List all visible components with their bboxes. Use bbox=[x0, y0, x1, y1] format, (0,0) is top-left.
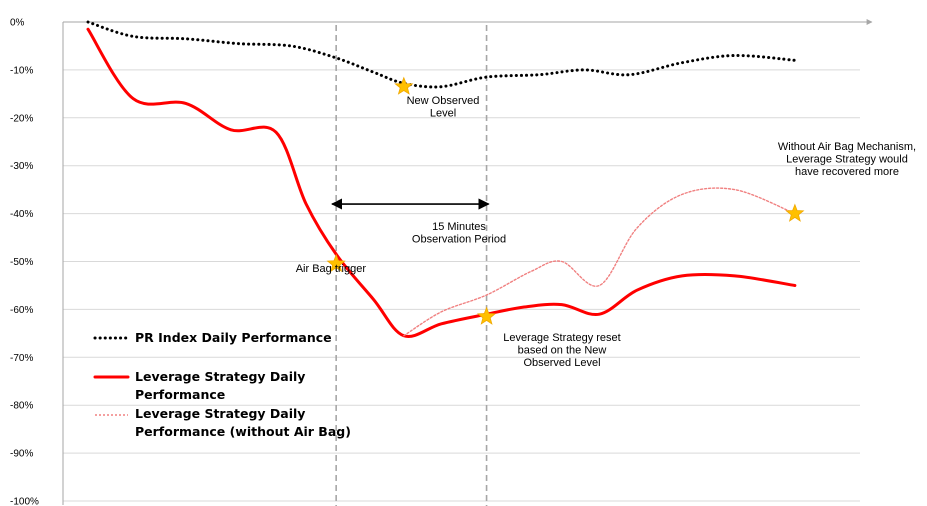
axes bbox=[62, 19, 873, 505]
star-markers bbox=[326, 76, 805, 325]
y-tick-label: -80% bbox=[10, 401, 33, 412]
series-line-leverage-strategy-daily-performance bbox=[86, 27, 797, 338]
legend: PR Index Daily Performance Leverage Strat… bbox=[93, 330, 351, 439]
star-marker-without-air-bag-mechanism bbox=[785, 203, 805, 222]
legend-item: PR Index Daily Performance bbox=[93, 330, 332, 345]
annotations: New Observed Level 15 Minutes Observation P… bbox=[296, 95, 916, 369]
y-tick-label: -50% bbox=[10, 257, 33, 268]
y-tick-label: -70% bbox=[10, 353, 33, 364]
y-tick-label: -30% bbox=[10, 161, 33, 172]
y-tick-label: -40% bbox=[10, 209, 33, 220]
y-tick-label: -100% bbox=[10, 497, 39, 506]
legend-label: Leverage Strategy Daily Performance bbox=[135, 369, 305, 402]
annotation-observation-period: 15 Minutes Observation Period bbox=[412, 221, 506, 246]
legend-item: Leverage Strategy Daily Performance (with… bbox=[95, 406, 351, 439]
star-marker-leverage-strategy-reset-based-on-the-new-observed-level bbox=[476, 306, 497, 325]
series-lines bbox=[86, 20, 797, 338]
annotation-without-air-bag: Without Air Bag Mechanism, Leverage Strat… bbox=[778, 141, 916, 178]
y-axis-tick-labels: 0% -10% -20% -30% -40% -50% -60% -70% -80% -90% -1… bbox=[10, 18, 39, 506]
series-line-pr-index-daily-performance bbox=[86, 20, 797, 89]
annotation-reset: Leverage Strategy reset based on the New O… bbox=[503, 332, 620, 369]
annotation-new-observed-level: New Observed Level bbox=[407, 95, 480, 120]
legend-label: PR Index Daily Performance bbox=[135, 330, 332, 345]
star-marker-air-bag-trigger bbox=[326, 253, 346, 273]
y-tick-label: -20% bbox=[10, 113, 33, 124]
legend-label: Leverage Strategy Daily Performance (with… bbox=[135, 406, 351, 439]
y-tick-label: -90% bbox=[10, 449, 33, 460]
y-tick-label: -10% bbox=[10, 65, 33, 76]
y-tick-label: -60% bbox=[10, 305, 33, 316]
star-marker-new-observed-level bbox=[394, 76, 414, 95]
y-tick-label: 0% bbox=[10, 18, 25, 29]
legend-item: Leverage Strategy Daily Performance bbox=[93, 369, 305, 402]
series-line-leverage-strategy-daily-performance-without-air-bag bbox=[403, 187, 796, 337]
annotation-air-bag-trigger: Air Bag trigger bbox=[296, 263, 367, 275]
gridlines bbox=[63, 69, 860, 502]
